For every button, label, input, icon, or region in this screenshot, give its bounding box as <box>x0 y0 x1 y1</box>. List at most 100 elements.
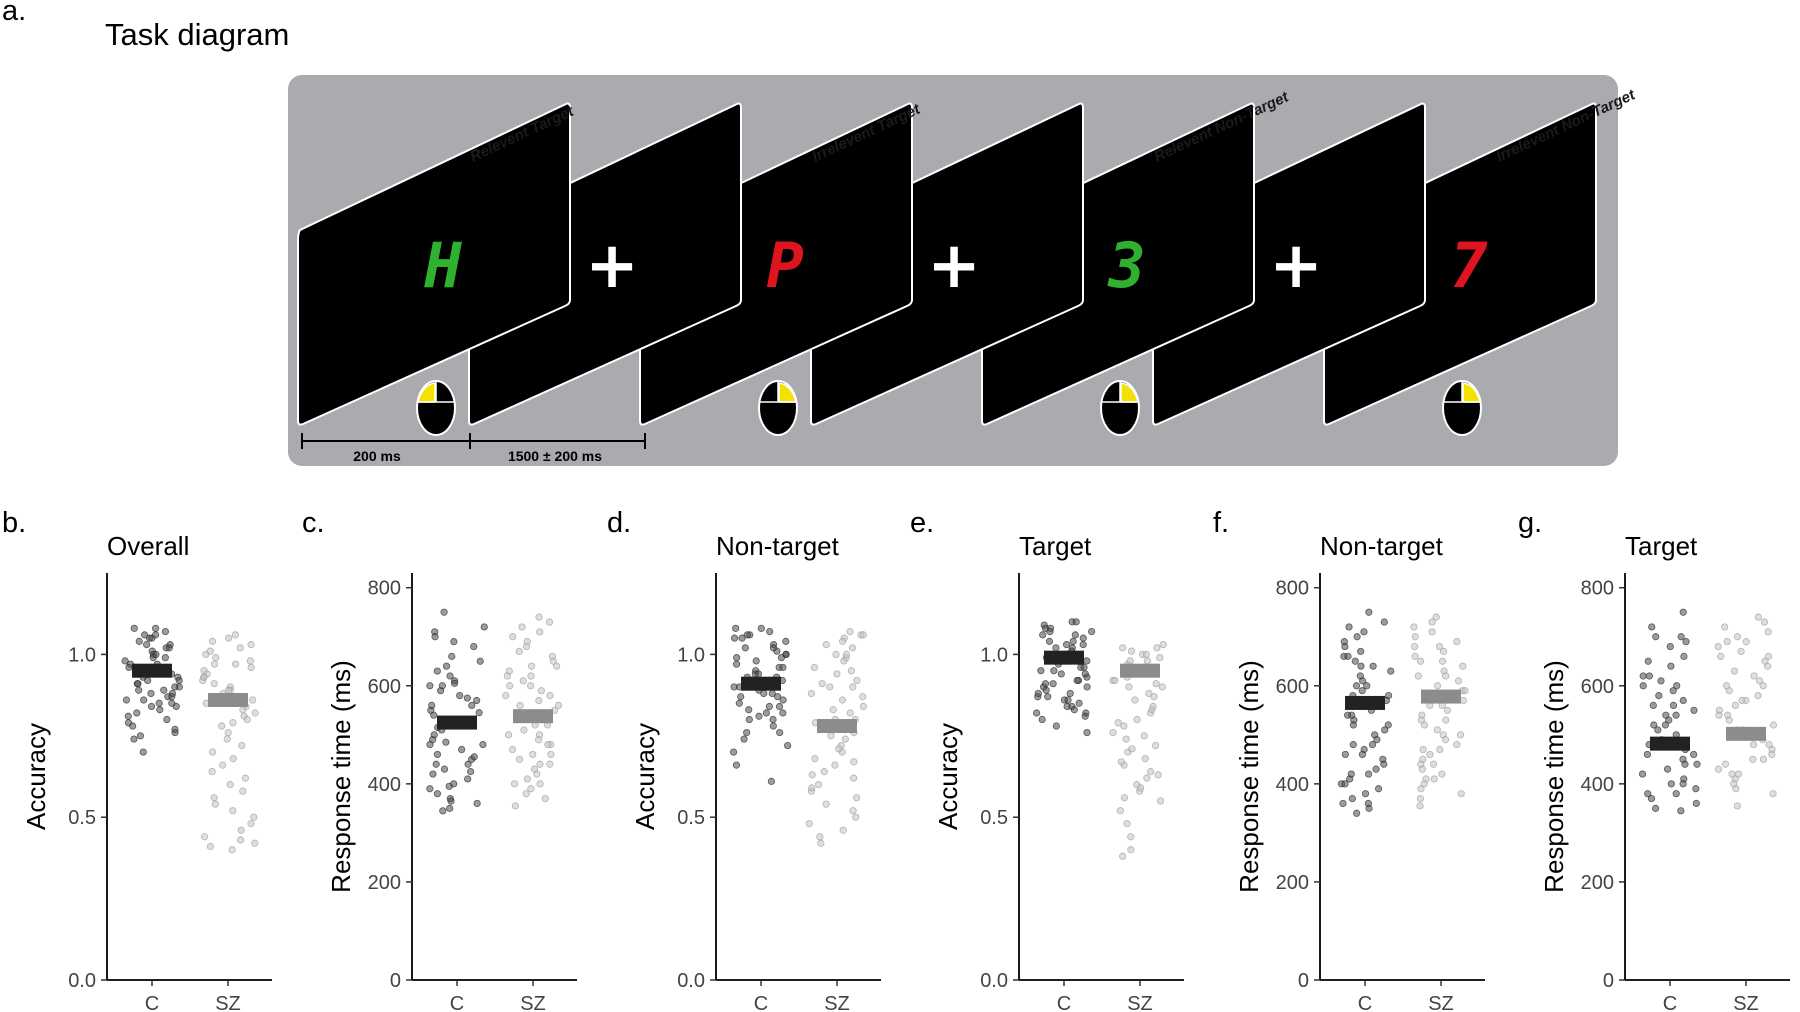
data-point-sz <box>1459 662 1467 670</box>
data-point-c <box>1037 667 1045 675</box>
data-point-sz <box>535 696 543 705</box>
data-point-sz <box>1136 784 1145 792</box>
data-point-sz <box>208 748 217 756</box>
panel-letter: e. <box>910 507 934 539</box>
data-point-c <box>1649 701 1657 709</box>
y-tick-label: 0.0 <box>677 970 705 992</box>
fixation-cross: + <box>585 229 639 303</box>
y-tick-label: 0.5 <box>677 807 705 829</box>
data-point-c <box>1365 770 1373 778</box>
data-point-sz <box>533 770 541 778</box>
data-point-sz <box>1433 726 1441 734</box>
data-point-sz <box>1420 721 1429 729</box>
data-point-c <box>433 750 442 759</box>
data-point-c <box>1692 799 1700 808</box>
y-tick-label: 800 <box>368 578 401 600</box>
mouse-icon <box>758 380 798 436</box>
data-point-sz <box>1717 652 1725 660</box>
data-point-c <box>442 662 451 670</box>
data-point-sz <box>1733 633 1742 641</box>
data-point-c <box>1372 765 1380 773</box>
data-point-c <box>1352 682 1361 690</box>
data-point-sz <box>1417 760 1425 768</box>
data-point-c <box>1643 750 1651 759</box>
data-point-sz <box>1114 719 1122 727</box>
data-point-sz <box>1749 741 1758 749</box>
data-point-c <box>130 735 138 743</box>
y-tick-label: 400 <box>1276 774 1309 796</box>
data-point-c <box>161 654 169 662</box>
y-tick-label: 600 <box>1276 676 1309 698</box>
data-point-c <box>1690 706 1698 714</box>
data-point-c <box>766 628 774 636</box>
data-point-c <box>779 663 787 672</box>
data-point-c <box>1052 722 1060 730</box>
data-point-sz <box>546 691 554 700</box>
data-point-sz <box>520 726 528 734</box>
data-point-sz <box>504 731 513 739</box>
chart-6: g. Target 0 200 400 600 800 Response time (ms) C… <box>1518 507 1790 1012</box>
data-point-sz <box>211 800 219 808</box>
data-point-c <box>1081 670 1089 678</box>
data-point-c <box>125 663 133 672</box>
data-point-c <box>1638 770 1647 778</box>
data-point-c <box>479 741 487 749</box>
data-point-c <box>171 683 179 691</box>
data-point-sz <box>1759 755 1768 763</box>
data-point-sz <box>218 722 226 730</box>
mean-bar-sz <box>208 692 248 707</box>
data-point-c <box>735 699 743 707</box>
data-point-sz <box>1156 654 1164 662</box>
data-point-sz <box>248 696 257 704</box>
data-point-sz <box>535 613 543 621</box>
data-point-c <box>1046 628 1054 636</box>
data-point-c <box>1032 709 1041 717</box>
data-point-sz <box>829 706 837 714</box>
data-point-c <box>1663 765 1672 773</box>
data-point-c <box>1363 682 1371 690</box>
data-point-c <box>1654 726 1662 734</box>
data-point-sz <box>1119 644 1127 652</box>
mean-bar-c <box>1044 650 1084 665</box>
data-point-sz <box>817 839 825 847</box>
data-point-sz <box>1152 741 1160 750</box>
data-point-c <box>1357 647 1365 656</box>
data-point-sz <box>1126 657 1134 665</box>
data-point-sz <box>1159 641 1167 649</box>
y-axis-label: Response time (ms) <box>1539 660 1569 893</box>
data-point-sz <box>1111 676 1119 685</box>
data-point-sz <box>1416 794 1425 803</box>
y-tick-label: 800 <box>1581 578 1614 600</box>
data-point-sz <box>1142 650 1150 659</box>
data-point-sz <box>529 750 537 759</box>
chart-1: b. Overall 0.0 0.5 1.0 Accuracy C SZ <box>2 507 272 1012</box>
y-tick-label: 200 <box>368 872 401 894</box>
data-point-sz <box>1125 683 1133 691</box>
data-point-sz <box>1441 736 1450 744</box>
data-point-sz <box>808 784 816 792</box>
data-point-c <box>1644 790 1652 798</box>
data-point-c <box>740 735 748 743</box>
data-point-c <box>160 686 168 694</box>
data-point-sz <box>510 780 519 788</box>
data-point-sz <box>527 785 535 793</box>
data-point-c <box>1373 736 1381 744</box>
data-point-sz <box>1143 774 1151 782</box>
mouse-icon <box>1100 380 1140 436</box>
data-point-c <box>730 634 739 642</box>
fixation-cross: + <box>927 229 981 303</box>
data-point-c <box>1351 657 1359 665</box>
data-point-c <box>732 761 741 769</box>
data-point-sz <box>1414 672 1422 680</box>
mean-bar-sz <box>1726 726 1766 741</box>
data-point-sz <box>1122 735 1130 743</box>
data-point-c <box>1380 760 1388 768</box>
data-point-c <box>446 804 454 812</box>
data-point-sz <box>846 628 854 636</box>
data-point-sz <box>1443 706 1452 714</box>
data-point-c <box>1045 637 1054 645</box>
data-point-sz <box>1453 638 1461 646</box>
mean-bar-c <box>1650 736 1690 751</box>
data-point-sz <box>1435 642 1444 651</box>
